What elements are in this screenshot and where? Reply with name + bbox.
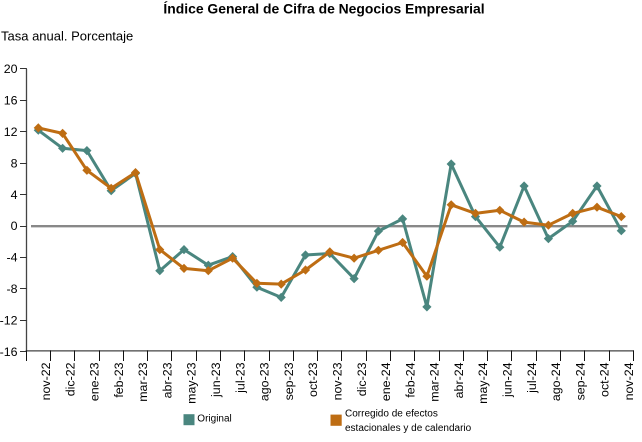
svg-text:Tasa anual. Porcentaje: Tasa anual. Porcentaje xyxy=(1,29,133,44)
svg-text:-4: -4 xyxy=(6,251,17,265)
svg-text:ago-24: ago-24 xyxy=(549,362,563,401)
svg-text:dic-23: dic-23 xyxy=(355,362,369,396)
svg-text:Corregido de efectos: Corregido de efectos xyxy=(345,408,438,419)
svg-text:oct-23: oct-23 xyxy=(306,362,320,397)
svg-text:abr-23: abr-23 xyxy=(160,362,174,398)
svg-text:-16: -16 xyxy=(0,345,18,359)
svg-text:mar-23: mar-23 xyxy=(136,362,150,401)
svg-text:may-23: may-23 xyxy=(185,362,199,403)
svg-text:Original: Original xyxy=(197,413,231,424)
svg-text:-12: -12 xyxy=(0,313,18,327)
svg-text:0: 0 xyxy=(11,219,18,233)
svg-text:8: 8 xyxy=(11,156,18,170)
svg-text:jul-24: jul-24 xyxy=(525,362,539,393)
svg-text:20: 20 xyxy=(4,62,18,76)
svg-text:16: 16 xyxy=(4,94,18,108)
svg-text:nov-24: nov-24 xyxy=(622,362,636,400)
svg-text:nov-23: nov-23 xyxy=(331,362,345,400)
svg-text:-8: -8 xyxy=(6,282,17,296)
svg-text:ene-24: ene-24 xyxy=(379,362,393,401)
svg-text:sep-24: sep-24 xyxy=(573,362,587,400)
svg-text:sep-23: sep-23 xyxy=(282,362,296,400)
svg-text:jun-23: jun-23 xyxy=(209,362,223,398)
svg-text:ene-23: ene-23 xyxy=(88,362,102,401)
svg-text:mar-24: mar-24 xyxy=(428,362,442,401)
svg-text:estacionales y de calendario: estacionales y de calendario xyxy=(345,423,472,434)
svg-text:dic-22: dic-22 xyxy=(63,362,77,396)
svg-text:jun-24: jun-24 xyxy=(501,362,515,398)
svg-text:12: 12 xyxy=(4,125,18,139)
svg-text:may-24: may-24 xyxy=(476,362,490,403)
svg-text:4: 4 xyxy=(11,188,18,202)
svg-text:feb-23: feb-23 xyxy=(112,362,126,397)
svg-text:nov-22: nov-22 xyxy=(39,362,53,400)
svg-text:feb-24: feb-24 xyxy=(403,362,417,397)
svg-text:ago-23: ago-23 xyxy=(258,362,272,401)
svg-text:Índice General de Cifra de Neg: Índice General de Cifra de Negocios Empr… xyxy=(163,0,484,16)
svg-text:jul-23: jul-23 xyxy=(233,362,247,393)
svg-text:abr-24: abr-24 xyxy=(452,362,466,398)
svg-text:oct-24: oct-24 xyxy=(598,362,612,397)
